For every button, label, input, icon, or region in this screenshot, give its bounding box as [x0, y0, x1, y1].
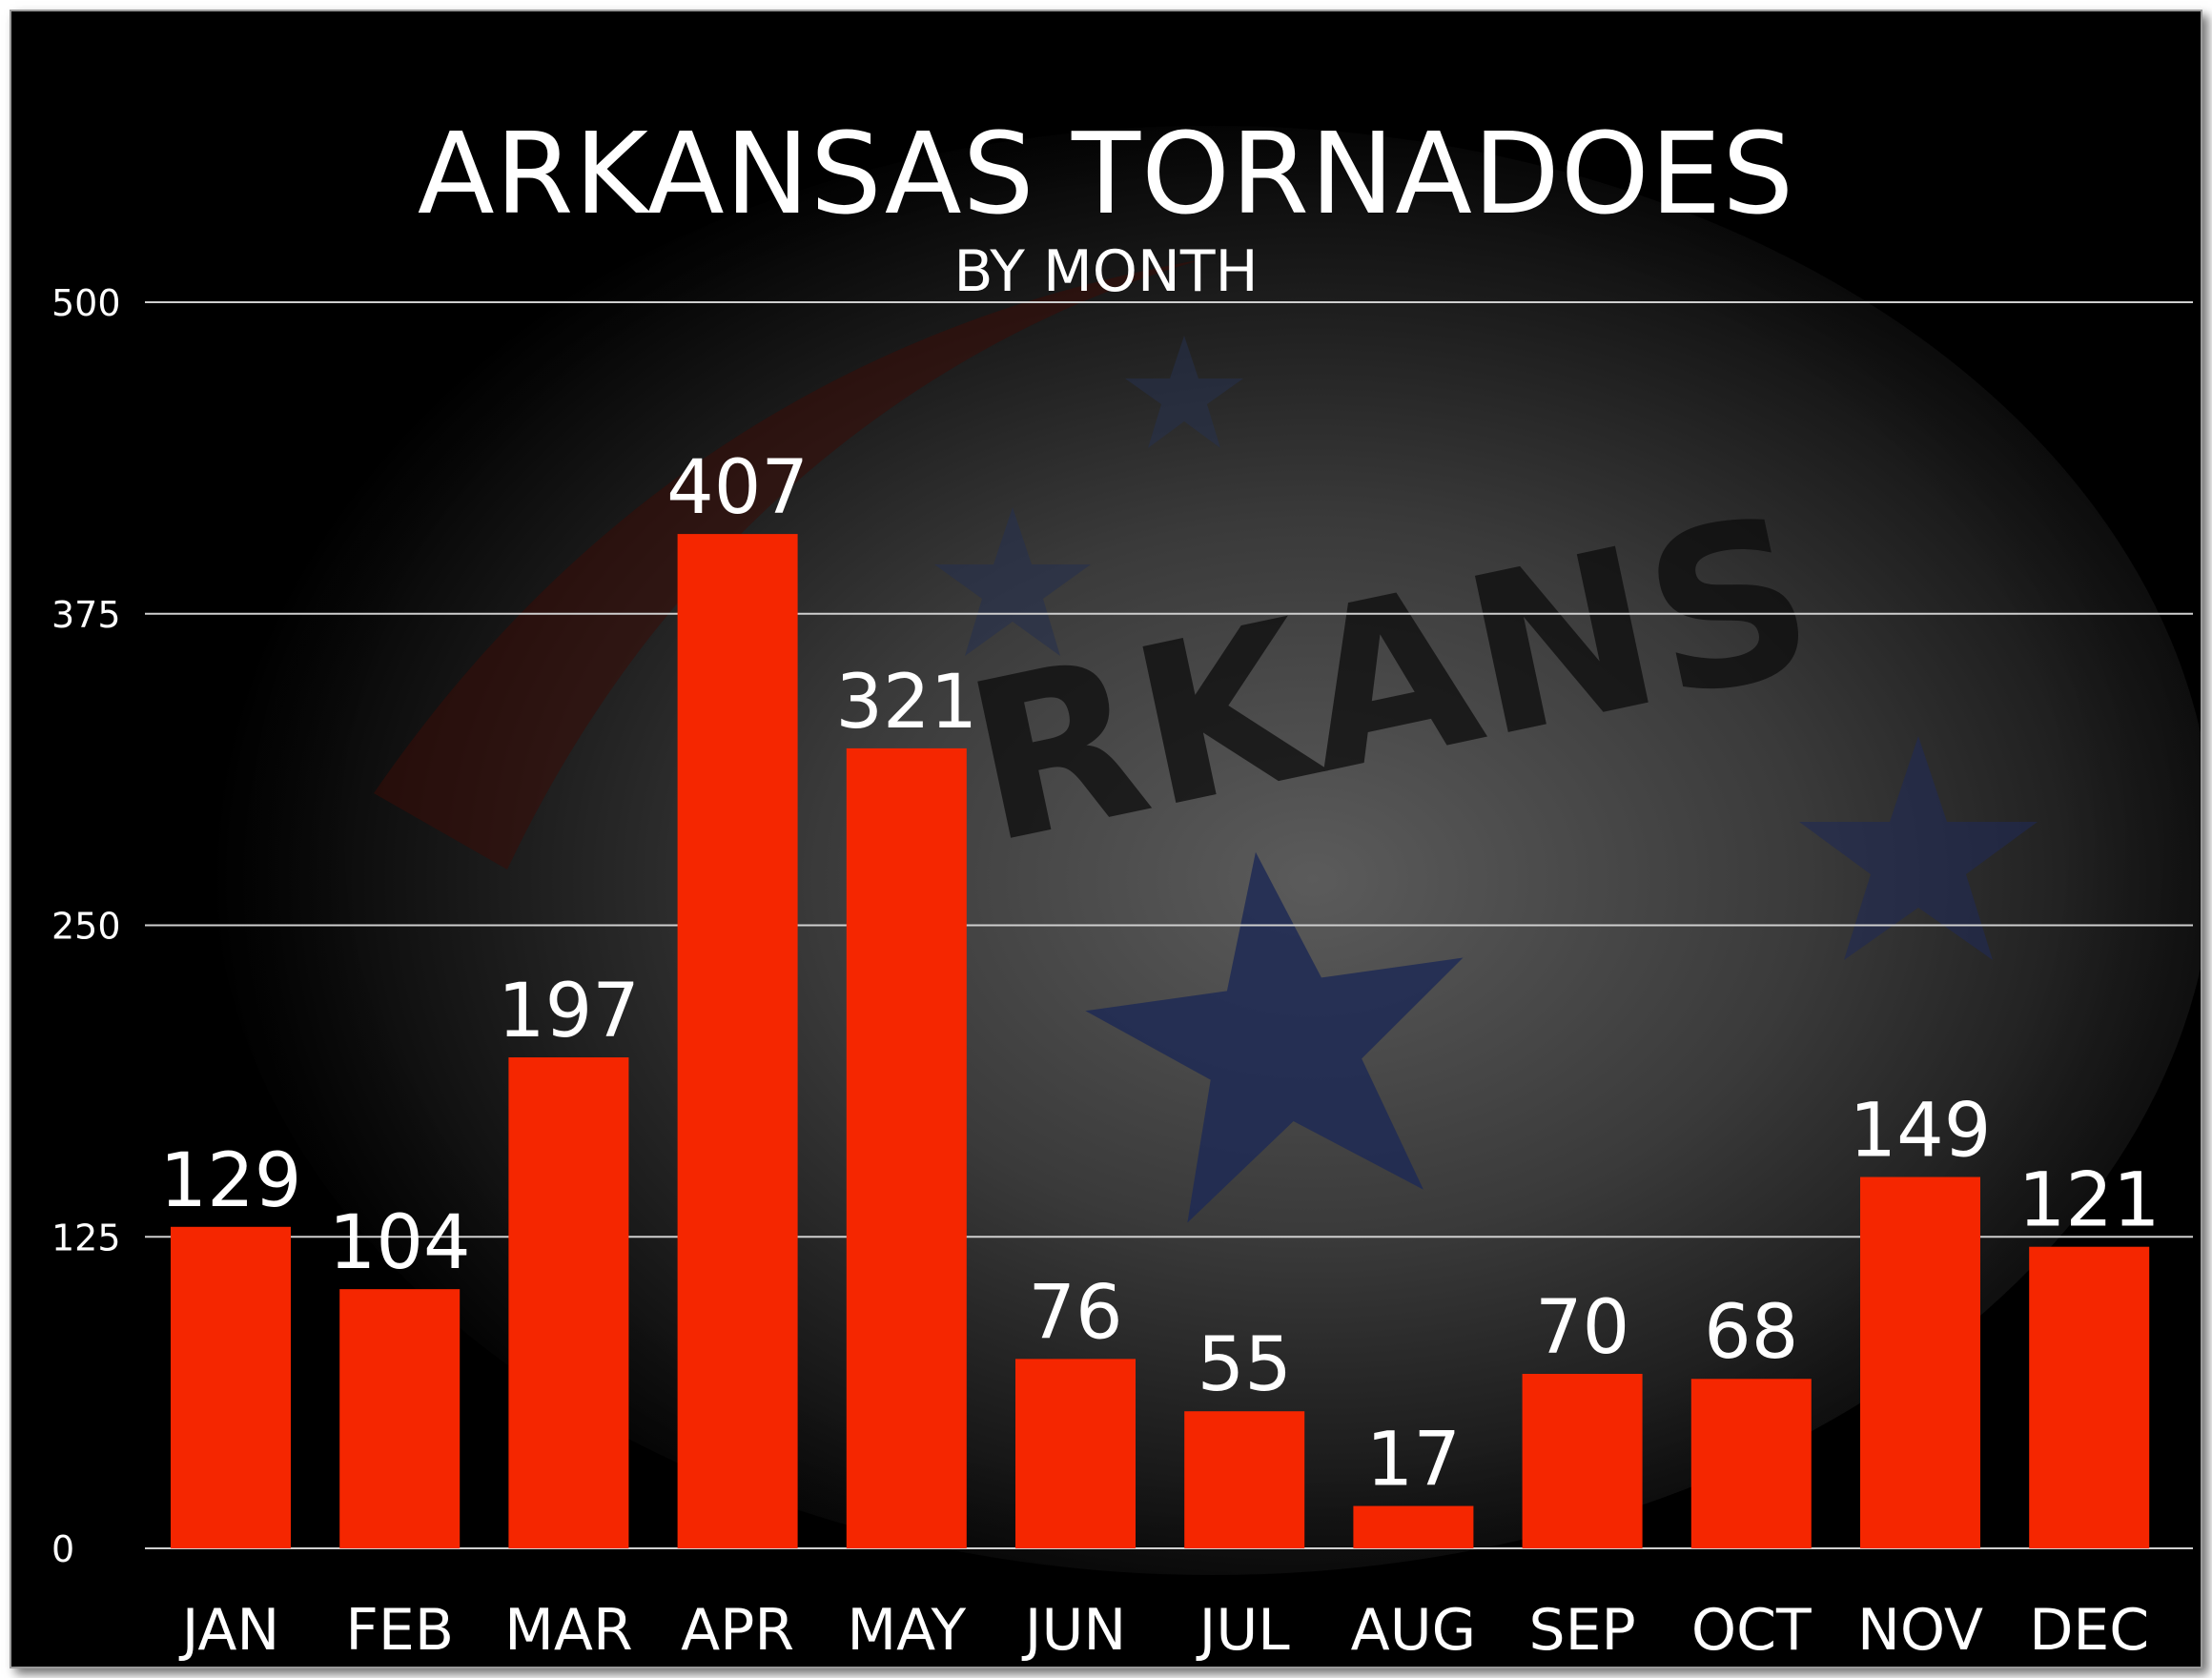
bar-aug [1353, 1505, 1474, 1548]
x-tick-label: FEB [345, 1597, 454, 1664]
x-tick-label: JUN [1021, 1597, 1127, 1664]
bar-may [846, 747, 967, 1548]
x-tick-label: JAN [178, 1597, 280, 1664]
bar-sep [1522, 1374, 1643, 1548]
bar-oct [1690, 1379, 1812, 1548]
y-tick-label: 0 [51, 1528, 74, 1570]
data-label: 76 [1028, 1270, 1122, 1356]
data-label: 197 [498, 969, 640, 1054]
x-tick-label: DEC [2029, 1597, 2149, 1664]
x-tick-label: NOV [1857, 1597, 1983, 1664]
data-label: 104 [329, 1200, 471, 1286]
y-tick-label: 375 [51, 594, 121, 636]
data-label: 129 [160, 1138, 302, 1224]
chart-frame: RKANS ARKANSAS TORNADOES BY MONTH 012525… [10, 10, 2202, 1668]
bar-feb [339, 1289, 461, 1548]
bar-chart: 0 125 250 375 500 129 JAN 104 FEB 197 MAR 407 APR 321… [51, 282, 2193, 1664]
x-tick-label: OCT [1691, 1597, 1812, 1664]
y-tick-label: 500 [51, 282, 121, 324]
bar-jul [1184, 1411, 1305, 1548]
y-tick-label: 250 [51, 906, 121, 948]
data-label: 68 [1704, 1290, 1798, 1376]
x-tick-label: APR [681, 1597, 794, 1664]
data-label: 149 [1850, 1089, 1992, 1175]
bar-mar [508, 1057, 629, 1548]
chart-subtitle: BY MONTH [953, 238, 1259, 305]
x-tick-label: MAR [504, 1597, 633, 1664]
x-tick-label: MAY [847, 1597, 966, 1664]
data-label: 121 [2018, 1158, 2161, 1244]
data-label: 407 [666, 445, 809, 531]
data-label: 17 [1366, 1418, 1461, 1504]
bar-dec [2029, 1246, 2150, 1548]
data-label: 321 [835, 660, 977, 746]
x-tick-label: AUG [1351, 1597, 1476, 1664]
bar-jun [1015, 1359, 1136, 1548]
bar-apr [677, 534, 798, 1548]
x-tick-label: SEP [1529, 1597, 1636, 1664]
data-label: 70 [1535, 1285, 1629, 1371]
chart-title: ARKANSAS TORNADOES [417, 108, 1795, 239]
bar-jan [171, 1226, 291, 1548]
y-tick-label: 125 [51, 1217, 121, 1258]
x-tick-label: JUL [1196, 1597, 1291, 1664]
data-label: 55 [1198, 1322, 1292, 1408]
bar-nov [1860, 1177, 1980, 1548]
